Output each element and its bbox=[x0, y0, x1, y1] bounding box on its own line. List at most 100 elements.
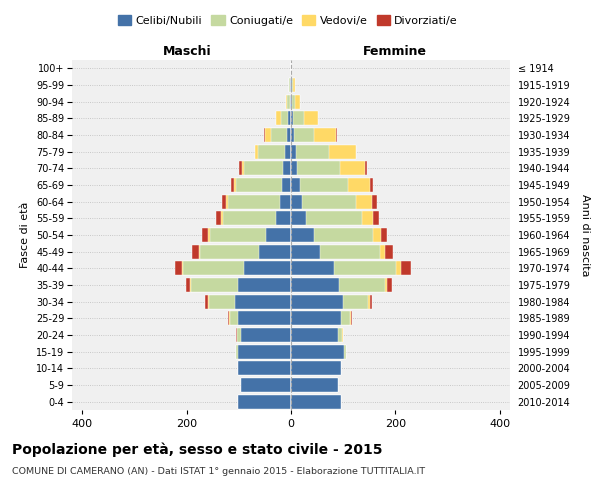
Bar bbox=[291, 112, 293, 126]
Bar bbox=[244, 261, 291, 276]
Bar bbox=[185, 278, 291, 292]
Bar bbox=[291, 361, 341, 376]
Bar bbox=[222, 194, 291, 209]
Bar bbox=[291, 261, 401, 276]
Bar bbox=[291, 112, 318, 126]
Bar bbox=[283, 162, 291, 175]
Bar bbox=[291, 261, 397, 276]
Bar bbox=[241, 378, 291, 392]
Text: COMUNE DI CAMERANO (AN) - Dati ISTAT 1° gennaio 2015 - Elaborazione TUTTITALIA.I: COMUNE DI CAMERANO (AN) - Dati ISTAT 1° … bbox=[12, 468, 425, 476]
Y-axis label: Anni di nascita: Anni di nascita bbox=[580, 194, 590, 276]
Bar bbox=[291, 194, 373, 209]
Bar bbox=[223, 211, 291, 226]
Bar bbox=[235, 294, 291, 308]
Bar bbox=[291, 78, 295, 92]
Bar bbox=[236, 344, 291, 359]
Bar bbox=[291, 178, 370, 192]
Bar bbox=[291, 311, 351, 326]
Text: Popolazione per età, sesso e stato civile - 2015: Popolazione per età, sesso e stato civil… bbox=[12, 442, 383, 457]
Bar bbox=[291, 394, 341, 409]
Bar bbox=[291, 278, 392, 292]
Bar bbox=[191, 278, 291, 292]
Bar bbox=[291, 228, 314, 242]
Bar bbox=[271, 128, 291, 142]
Bar bbox=[241, 378, 291, 392]
Bar bbox=[230, 311, 291, 326]
Bar bbox=[287, 94, 291, 109]
Bar bbox=[285, 144, 291, 159]
Bar bbox=[221, 211, 291, 226]
Bar bbox=[291, 144, 356, 159]
Bar bbox=[289, 78, 291, 92]
Bar bbox=[291, 311, 350, 326]
Bar bbox=[291, 128, 314, 142]
Bar bbox=[277, 112, 291, 126]
Bar bbox=[291, 211, 379, 226]
Bar bbox=[226, 194, 291, 209]
Bar bbox=[286, 94, 291, 109]
Bar bbox=[291, 194, 377, 209]
Bar bbox=[291, 244, 392, 259]
Bar bbox=[190, 278, 291, 292]
Bar bbox=[280, 194, 291, 209]
Bar bbox=[242, 162, 291, 175]
Bar bbox=[229, 194, 291, 209]
Bar bbox=[291, 211, 373, 226]
Bar bbox=[291, 344, 346, 359]
Bar bbox=[229, 311, 291, 326]
Text: Maschi: Maschi bbox=[163, 44, 211, 58]
Bar bbox=[291, 94, 300, 109]
Bar bbox=[238, 394, 291, 409]
Bar bbox=[291, 328, 342, 342]
Bar bbox=[291, 361, 341, 376]
Bar bbox=[291, 294, 343, 308]
Bar bbox=[244, 162, 291, 175]
Bar bbox=[291, 162, 340, 175]
Bar bbox=[236, 178, 291, 192]
Bar bbox=[290, 94, 291, 109]
Bar bbox=[291, 278, 388, 292]
Bar bbox=[238, 278, 291, 292]
Bar bbox=[241, 378, 291, 392]
Bar bbox=[291, 378, 338, 392]
Bar bbox=[291, 278, 385, 292]
Bar bbox=[237, 328, 291, 342]
Bar bbox=[238, 311, 291, 326]
Bar bbox=[291, 128, 337, 142]
Bar bbox=[291, 394, 341, 409]
Bar bbox=[291, 378, 338, 392]
Bar bbox=[205, 294, 291, 308]
Bar bbox=[291, 294, 372, 308]
Bar bbox=[291, 311, 352, 326]
Bar bbox=[200, 244, 291, 259]
Bar bbox=[208, 294, 291, 308]
Bar bbox=[238, 361, 291, 376]
Bar bbox=[289, 78, 291, 92]
Y-axis label: Fasce di età: Fasce di età bbox=[20, 202, 31, 268]
Bar bbox=[287, 128, 291, 142]
Bar bbox=[241, 378, 291, 392]
Bar bbox=[266, 228, 291, 242]
Legend: Celibi/Nubili, Coniugati/e, Vedovi/e, Divorziati/e: Celibi/Nubili, Coniugati/e, Vedovi/e, Di… bbox=[113, 10, 463, 30]
Bar bbox=[238, 361, 291, 376]
Bar bbox=[291, 344, 346, 359]
Bar bbox=[291, 328, 338, 342]
Bar bbox=[277, 112, 291, 126]
Bar bbox=[291, 228, 388, 242]
Bar bbox=[289, 78, 291, 92]
Bar bbox=[291, 294, 370, 308]
Bar bbox=[257, 144, 291, 159]
Bar bbox=[291, 211, 362, 226]
Bar bbox=[291, 112, 318, 126]
Bar bbox=[291, 194, 356, 209]
Bar bbox=[291, 328, 343, 342]
Bar bbox=[291, 144, 356, 159]
Bar bbox=[291, 228, 381, 242]
Bar bbox=[291, 394, 341, 409]
Bar bbox=[291, 344, 346, 359]
Bar bbox=[175, 261, 291, 276]
Bar bbox=[291, 378, 338, 392]
Bar bbox=[265, 128, 291, 142]
Bar bbox=[277, 211, 291, 226]
Bar bbox=[216, 211, 291, 226]
